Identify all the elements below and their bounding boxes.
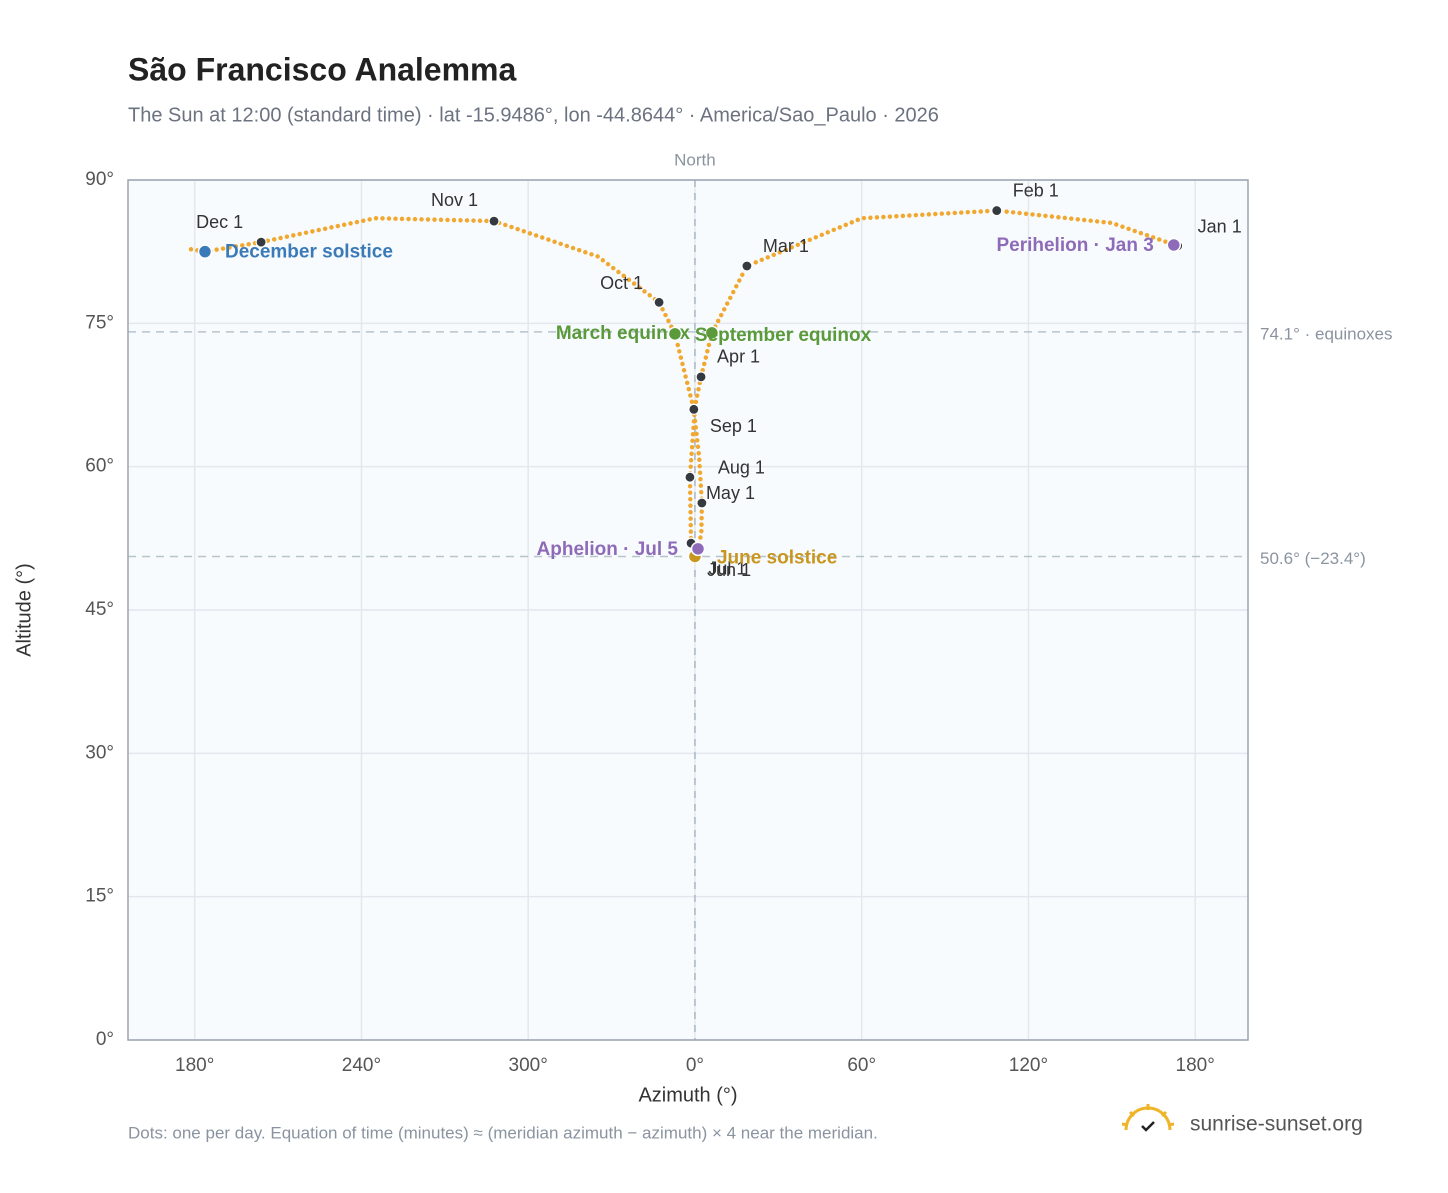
month-marker	[991, 204, 1003, 217]
reference-label: 50.6° (−23.4°)	[1260, 549, 1366, 568]
month-marker	[688, 403, 700, 415]
x-tick-label: 240°	[342, 1055, 381, 1076]
event-marker	[667, 326, 683, 342]
event-marker	[197, 244, 213, 259]
month-label: May 1	[706, 483, 755, 503]
event-label: March equinox	[556, 323, 691, 344]
month-label: Feb 1	[1013, 180, 1059, 200]
month-label: Nov 1	[431, 190, 478, 210]
event-marker	[704, 325, 720, 341]
event-label: December solstice	[225, 242, 393, 263]
month-marker	[741, 260, 753, 272]
x-tick-label: 0°	[686, 1055, 704, 1076]
y-tick-label: 90°	[85, 169, 114, 190]
chart-title: São Francisco Analemma	[128, 51, 517, 87]
month-label: Jul 1	[708, 558, 746, 578]
reference-label: 74.1° · equinoxes	[1260, 324, 1393, 343]
month-label: Sep 1	[710, 416, 757, 436]
month-marker	[696, 497, 708, 509]
y-tick-label: 60°	[85, 456, 114, 477]
x-tick-label: 180°	[175, 1055, 214, 1076]
month-marker	[255, 236, 267, 248]
y-axis-label: Altitude (°)	[13, 563, 35, 657]
y-tick-label: 45°	[85, 599, 114, 620]
event-label: Aphelion · Jul 5	[537, 539, 679, 560]
x-tick-label: 180°	[1176, 1055, 1215, 1076]
event-marker	[1166, 237, 1182, 253]
x-tick-label: 60°	[847, 1055, 876, 1076]
event-label: Perihelion · Jan 3	[996, 235, 1153, 256]
brand-logo	[1121, 1104, 1175, 1132]
month-label: Apr 1	[717, 347, 760, 367]
x-tick-label: 300°	[509, 1055, 548, 1076]
event-label: June solstice	[717, 548, 837, 569]
y-tick-label: 0°	[96, 1029, 114, 1050]
month-label: Jun 1	[707, 560, 751, 580]
month-label: Oct 1	[600, 273, 643, 293]
x-axis-label: Azimuth (°)	[638, 1084, 737, 1106]
event-marker	[690, 541, 706, 557]
month-label: Dec 1	[196, 212, 243, 232]
footnote: Dots: one per day. Equation of time (min…	[128, 1123, 878, 1142]
x-tick-label: 120°	[1009, 1055, 1048, 1076]
month-marker	[684, 471, 696, 483]
event-label: September equinox	[695, 325, 872, 346]
y-tick-label: 15°	[85, 886, 114, 907]
month-label: Mar 1	[763, 236, 809, 256]
y-tick-label: 75°	[85, 312, 114, 333]
brand: sunrise-sunset.org	[1190, 1113, 1363, 1136]
chart-subtitle: The Sun at 12:00 (standard time) · lat -…	[128, 104, 939, 126]
month-marker	[695, 371, 707, 383]
meridian-label: North	[674, 150, 716, 169]
month-marker	[653, 296, 665, 308]
plot-frame	[127, 179, 1249, 1041]
y-tick-label: 30°	[85, 742, 114, 763]
month-label: Aug 1	[718, 458, 765, 478]
month-label: Jan 1	[1198, 217, 1242, 237]
month-marker	[488, 215, 500, 227]
